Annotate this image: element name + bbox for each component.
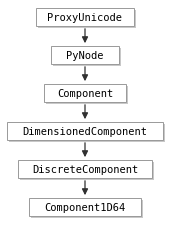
Text: PyNode: PyNode — [66, 51, 104, 61]
Bar — [44, 85, 126, 103]
Bar — [9, 124, 165, 142]
Bar — [20, 162, 154, 180]
Bar — [7, 122, 163, 140]
Text: DimensionedComponent: DimensionedComponent — [23, 126, 148, 136]
Bar — [46, 87, 128, 105]
Bar — [51, 47, 119, 65]
Text: Component1D64: Component1D64 — [44, 202, 126, 212]
Text: Component: Component — [57, 89, 113, 99]
Bar — [53, 49, 121, 67]
Text: ProxyUnicode: ProxyUnicode — [48, 13, 122, 23]
Bar — [31, 200, 143, 218]
Bar — [38, 11, 136, 29]
Bar — [18, 160, 152, 178]
Bar — [36, 9, 134, 27]
Text: DiscreteComponent: DiscreteComponent — [32, 164, 138, 174]
Bar — [29, 198, 141, 216]
